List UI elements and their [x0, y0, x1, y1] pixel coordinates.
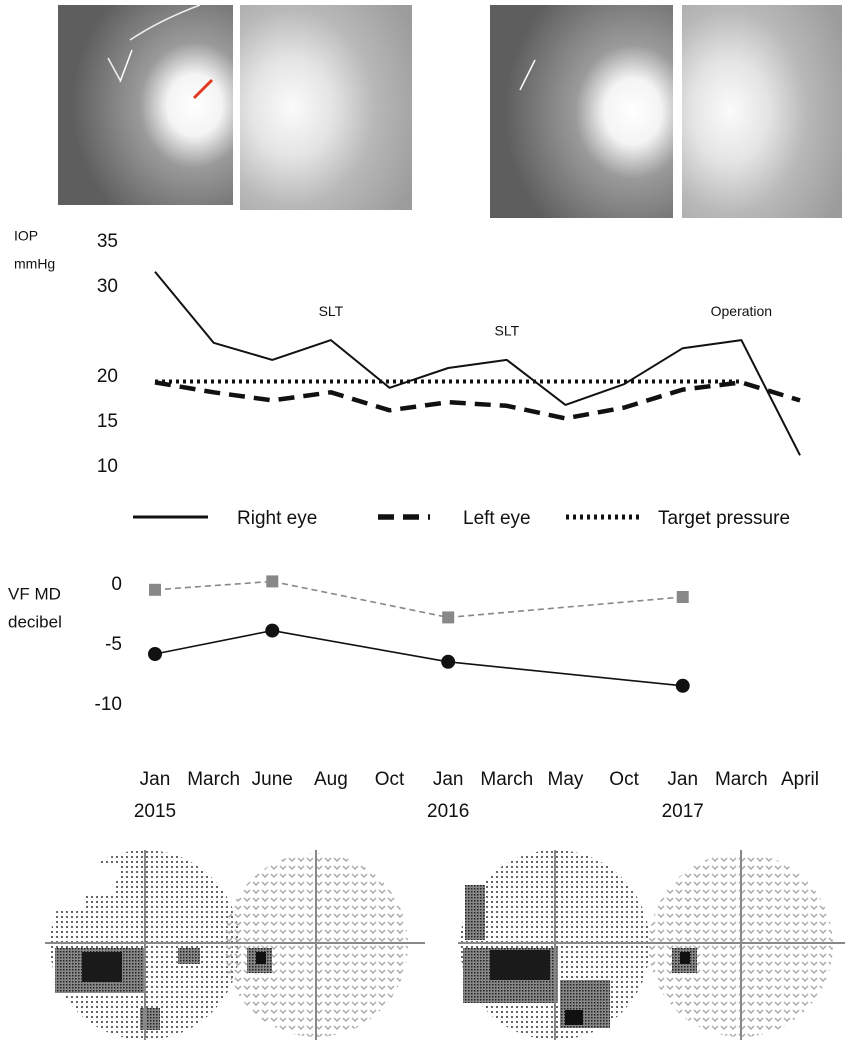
series-segment	[272, 631, 448, 662]
vf-defect	[140, 1008, 160, 1030]
vf-defect	[565, 1010, 583, 1025]
vf-defect	[680, 952, 690, 964]
figure: 3530201510IOPmmHgSLTSLTOperationRight ey…	[0, 0, 850, 1052]
vf-defect	[490, 950, 550, 980]
fundus-photos	[58, 5, 842, 218]
x-tick-label: May	[548, 769, 584, 790]
series-segment	[448, 662, 683, 686]
x-tick-label: Jan	[433, 769, 464, 790]
x-tick-label: April	[781, 769, 819, 790]
series-line	[155, 272, 800, 456]
visual-field-plots	[45, 850, 845, 1040]
annotation: Operation	[711, 303, 772, 319]
marker	[442, 611, 454, 623]
x-tick-label: March	[187, 769, 240, 790]
x-tick-label: June	[252, 769, 293, 790]
x-year-label: 2016	[427, 801, 469, 822]
marker	[265, 624, 279, 638]
series-segment	[448, 597, 683, 617]
y-axis-label: VF MD	[8, 584, 61, 603]
photo	[490, 5, 673, 218]
marker	[149, 584, 161, 596]
y-tick-label: 30	[97, 276, 118, 297]
x-tick-label: Jan	[667, 769, 698, 790]
vf-blank	[52, 866, 108, 888]
legend-label: Right eye	[237, 508, 317, 529]
x-year-label: 2017	[662, 801, 704, 822]
x-year-label: 2015	[134, 801, 176, 822]
legend-label: Left eye	[463, 508, 531, 529]
x-tick-label: Jan	[140, 769, 171, 790]
vf-defect	[82, 952, 122, 982]
legend-label: Target pressure	[658, 508, 790, 529]
vf-defect	[256, 952, 266, 964]
marker	[677, 591, 689, 603]
photo	[682, 5, 842, 218]
photo	[58, 5, 233, 205]
vf-defect	[178, 948, 200, 964]
annotation: SLT	[494, 323, 519, 339]
y-axis-label: IOP	[14, 228, 38, 244]
series-line	[155, 382, 800, 418]
marker	[441, 655, 455, 669]
series-segment	[155, 581, 272, 589]
vf-defect	[465, 885, 485, 940]
series-segment	[155, 631, 272, 654]
series-segment	[272, 581, 448, 617]
y-tick-label: -5	[105, 634, 122, 655]
y-tick-label: -10	[95, 694, 122, 715]
x-tick-label: Oct	[609, 769, 639, 790]
y-tick-label: 10	[97, 456, 118, 477]
y-tick-label: 20	[97, 366, 118, 387]
x-tick-label: Aug	[314, 769, 348, 790]
marker	[676, 679, 690, 693]
y-tick-label: 35	[97, 231, 118, 252]
y-axis-label: mmHg	[14, 256, 55, 272]
marker	[148, 647, 162, 661]
x-tick-label: Oct	[375, 769, 405, 790]
marker	[266, 575, 278, 587]
y-axis-label: decibel	[8, 612, 62, 631]
y-tick-label: 15	[97, 411, 118, 432]
photo	[240, 5, 412, 210]
x-tick-label: March	[480, 769, 533, 790]
annotation: SLT	[319, 303, 344, 319]
y-tick-label: 0	[111, 574, 122, 595]
x-tick-label: March	[715, 769, 768, 790]
